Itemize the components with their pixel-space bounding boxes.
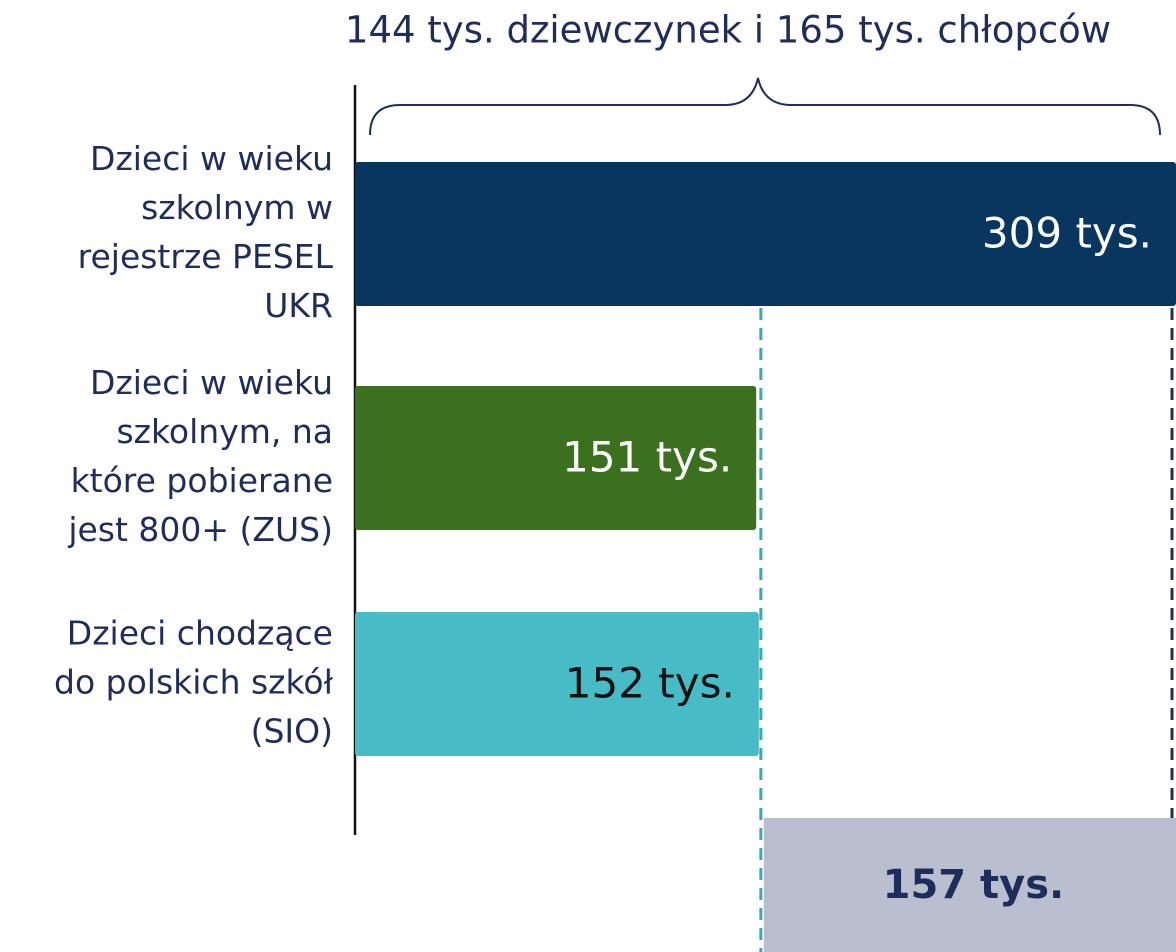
category-label: (SIO) — [251, 712, 333, 751]
brace — [369, 77, 1161, 136]
category-label: rejestrze PESEL — [78, 237, 334, 276]
value-label: 151 tys. — [562, 433, 732, 482]
category-label: Dzieci chodzące — [67, 614, 333, 653]
category-label: Dzieci w wieku — [90, 363, 333, 402]
category-label: szkolnym, na — [116, 412, 333, 451]
top-annotation: 144 tys. dziewczynek i 165 tys. chłopców — [345, 9, 1111, 52]
category-label: szkolnym w — [141, 188, 333, 227]
bar — [355, 612, 759, 756]
category-label: Dzieci w wieku — [90, 139, 333, 178]
category-label: jest 800+ (ZUS) — [67, 510, 333, 549]
value-label: 152 tys. — [565, 659, 735, 708]
difference-box — [763, 818, 1176, 952]
bar — [355, 386, 757, 530]
category-label: do polskich szkół — [54, 663, 334, 702]
value-label: 309 tys. — [982, 209, 1152, 258]
bar — [355, 162, 1176, 306]
category-label: UKR — [264, 286, 333, 325]
bottom-annotation: 157 tys. — [883, 862, 1065, 908]
category-label: które pobierane — [71, 461, 333, 500]
